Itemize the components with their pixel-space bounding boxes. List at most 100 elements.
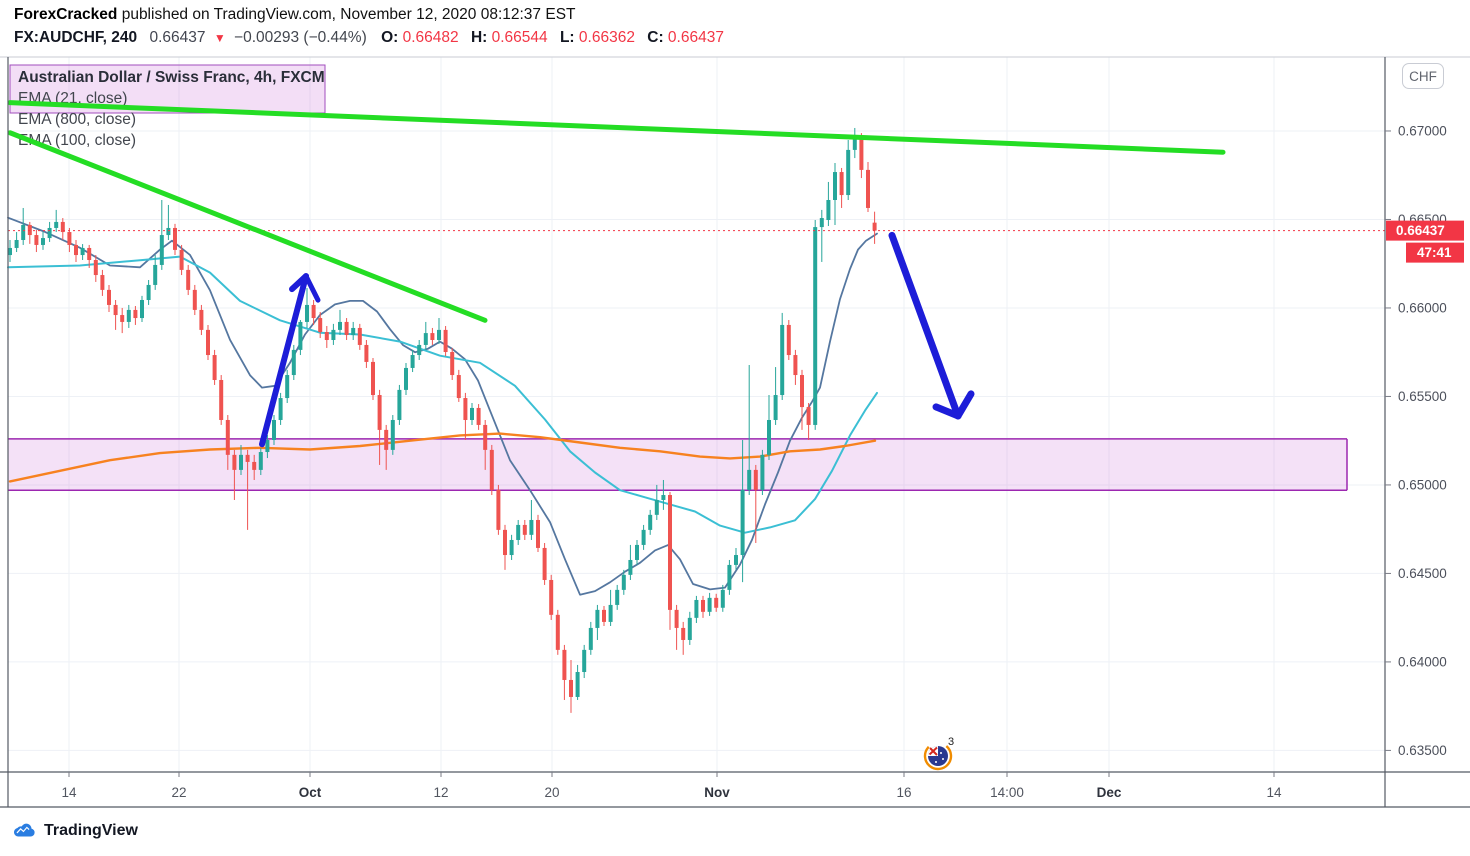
candle-body (780, 324, 785, 396)
candle-body (159, 235, 164, 265)
tradingview-footer[interactable]: TradingView (12, 819, 138, 843)
down-triangle-icon: ▼ (213, 31, 226, 45)
candle-body (225, 419, 230, 455)
candle-body (113, 304, 118, 316)
candle-body (872, 222, 877, 231)
candle-body (654, 499, 659, 515)
candle-body (562, 649, 567, 680)
candle-body (384, 429, 389, 450)
arrow-shaft (259, 273, 309, 448)
candle-body (371, 361, 375, 396)
candle-body (635, 544, 639, 560)
low-value: 0.66362 (578, 29, 635, 46)
candle-body (390, 419, 395, 450)
candle-body (278, 398, 283, 420)
price-tick-label: 0.67000 (1398, 123, 1447, 138)
price-tick-label: 0.64000 (1398, 654, 1447, 669)
event-count: 3 (948, 736, 954, 748)
economic-event-marker[interactable]: 3 (920, 736, 957, 774)
high-value: 0.66544 (491, 29, 548, 46)
candle-body (67, 232, 72, 245)
candle-body (417, 344, 422, 356)
candle-body (54, 221, 59, 228)
candle-body (839, 172, 844, 196)
candle-body (21, 224, 26, 240)
flag-star (942, 758, 944, 760)
candle-body (588, 627, 593, 650)
candle-body (186, 269, 191, 290)
candle-body (120, 315, 125, 322)
candle-body (450, 352, 455, 376)
candle-body (199, 309, 204, 330)
candle-body (549, 579, 554, 615)
candle-body (740, 489, 745, 556)
candle-body (714, 597, 719, 608)
candle-body (720, 589, 725, 608)
candle-body (239, 454, 243, 470)
candle-body (813, 227, 818, 425)
candle-body (34, 235, 39, 245)
last-price-badge-bg (1386, 220, 1464, 241)
time-tick-label: 14:00 (990, 785, 1024, 800)
candle-body (87, 247, 92, 260)
time-tick-label: 16 (896, 785, 911, 800)
price-tick-label: 0.65500 (1398, 389, 1447, 404)
candle-body (60, 221, 65, 233)
candle-body (555, 614, 560, 650)
candle-body (602, 609, 606, 622)
time-tick-label: 22 (171, 785, 186, 800)
time-tick-label: 20 (544, 785, 559, 800)
candle-body (747, 469, 752, 490)
upper-resistance-trendline (7, 100, 1226, 155)
time-tick-label: 14 (61, 785, 77, 800)
currency-toggle-button[interactable]: CHF (1402, 63, 1444, 89)
price-axis[interactable]: 0.670000.665000.660000.655000.650000.645… (1385, 123, 1447, 758)
time-tick-label: Dec (1097, 785, 1122, 800)
candle-body (443, 329, 448, 353)
flag-star (940, 752, 942, 754)
candle-body (575, 672, 580, 697)
candle-body (489, 449, 494, 490)
candle-body (8, 247, 12, 256)
time-axis[interactable]: 14 22 Oct 12 20 Nov 16 14:00 Dec 14 (61, 772, 1282, 800)
candle-body (272, 419, 276, 440)
candle-body (786, 324, 791, 356)
candle-body (707, 597, 712, 612)
candle-body (410, 355, 415, 368)
support-zone-fill (8, 438, 1347, 491)
candle-body (245, 454, 250, 462)
candle-body (542, 547, 547, 580)
legend-item[interactable]: EMA (100, close) (18, 132, 136, 149)
candle-body (694, 599, 699, 618)
candle-body (476, 407, 481, 425)
ema-100-close--line (7, 255, 878, 534)
symbol-name: FX:AUDCHF, 240 (14, 29, 138, 46)
grid-lines (8, 57, 1385, 772)
candle-body (529, 519, 534, 535)
candle-body (27, 224, 32, 236)
legend-title: Australian Dollar / Swiss Franc, 4h, FXC… (18, 69, 325, 86)
arrow-head (289, 273, 309, 293)
last-price-badge: 0.66437 47:41 (1386, 220, 1464, 263)
candle-body (212, 355, 217, 380)
candle-body (509, 539, 514, 556)
candle-body (727, 564, 732, 590)
arrow-head (932, 403, 962, 420)
tradingview-brand-text: TradingView (44, 822, 138, 839)
candle-body (536, 519, 540, 548)
legend-item[interactable]: EMA (800, close) (18, 111, 136, 128)
candle-body (483, 424, 488, 450)
arrow-shaft (888, 231, 962, 420)
candle-body (93, 259, 98, 276)
candle-body (859, 138, 864, 170)
candle-body (311, 304, 316, 319)
candle-body (463, 398, 468, 420)
candle-body (219, 379, 224, 420)
high-label: H: (470, 29, 488, 46)
candle-body (833, 172, 837, 200)
candle-body (133, 309, 138, 319)
candle-body (179, 249, 184, 270)
candle-body (496, 489, 501, 530)
candle-body (305, 304, 309, 322)
